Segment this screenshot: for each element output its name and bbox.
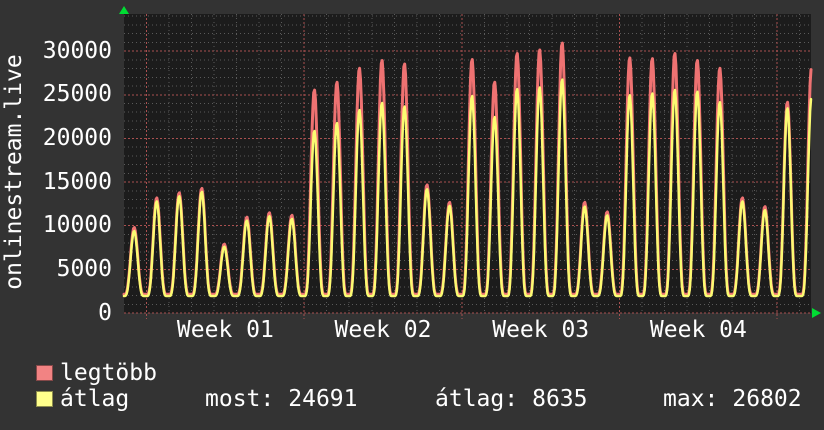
week-label: Week 02 [334, 317, 432, 343]
stat-max-value: 26802 [732, 386, 802, 412]
legend-label-legtobb: legtöbb [60, 360, 157, 386]
y-axis-arrow-up-icon [119, 6, 129, 14]
y-axis-label: 25000 [42, 81, 112, 108]
y-axis-label: 5000 [56, 255, 112, 282]
stat-atlag: átlag: 8635 [435, 386, 587, 413]
legend-swatch-legtobb [36, 365, 53, 381]
stat-max: max: 26802 [663, 386, 802, 413]
chart-canvas [122, 14, 813, 319]
stat-atlag-value: 8635 [532, 386, 588, 412]
y-axis-label: 20000 [42, 124, 112, 151]
legend-swatch-atlag [36, 391, 53, 407]
x-axis-arrow-right-icon [812, 308, 821, 318]
stat-atlag-label: átlag: [435, 386, 519, 412]
y-axis-label: 0 [98, 299, 112, 326]
week-label: Week 03 [492, 317, 590, 343]
y-axis-label: 30000 [42, 37, 112, 64]
stat-most-label: most: [205, 386, 275, 412]
week-label: Week 04 [649, 317, 747, 343]
legend-label-atlag: átlag [60, 386, 130, 412]
y-axis-label: 15000 [42, 168, 112, 195]
y-axis-label: 10000 [42, 212, 112, 239]
stat-most: most: 24691 [205, 386, 358, 413]
avg-series-line [122, 78, 813, 298]
plot-area [122, 14, 813, 319]
week-label: Week 01 [176, 317, 274, 343]
stat-max-label: max: [663, 386, 719, 412]
stat-most-value: 24691 [288, 386, 358, 412]
